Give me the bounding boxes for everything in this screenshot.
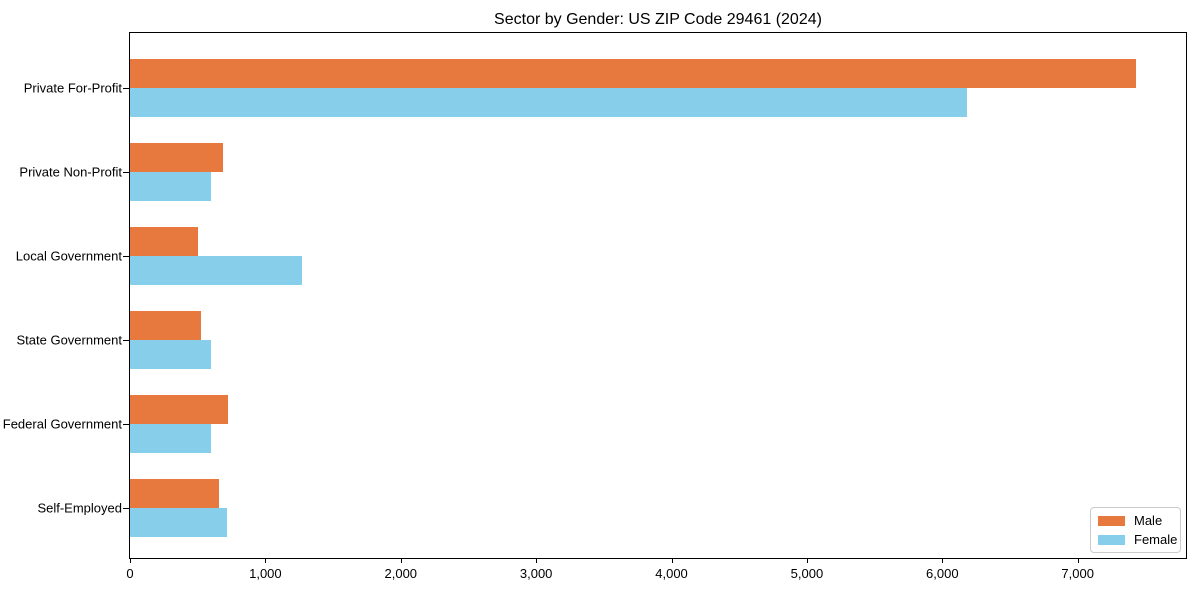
legend-label-female: Female: [1134, 532, 1178, 547]
bar-male-1: [130, 143, 224, 172]
bar-male-4: [130, 395, 228, 424]
x-tick-label: 6,000: [926, 566, 959, 581]
bar-female-4: [130, 424, 212, 453]
x-tick: [806, 558, 808, 563]
x-tick-label: 4,000: [655, 566, 688, 581]
x-tick-label: 1,000: [249, 566, 282, 581]
bar-male-3: [130, 311, 202, 340]
y-tick: [123, 255, 129, 257]
legend-label-male: Male: [1134, 513, 1163, 528]
x-tick: [265, 558, 267, 563]
y-axis-label: Private Non-Profit: [19, 164, 122, 180]
x-axis: 0 1,000 2,000 3,000 4,000 5,000 6,000 7,000: [126, 558, 1186, 590]
x-tick-label: 0: [126, 566, 134, 581]
bar-male-0: [130, 59, 1136, 88]
y-axis-label: State Government: [16, 332, 123, 348]
x-tick: [536, 558, 538, 563]
chart-title: Sector by Gender: US ZIP Code 29461 (202…: [494, 11, 822, 28]
bar-female-1: [130, 172, 211, 201]
x-tick-label: 5,000: [790, 566, 824, 581]
legend: Male Female: [1090, 507, 1181, 553]
y-tick: [123, 507, 129, 509]
bar-female-2: [130, 256, 302, 285]
y-axis-labels: Private For-Profit Private Non-Profit Loca…: [0, 33, 122, 558]
x-tick-label: 3,000: [519, 566, 553, 581]
y-tick: [123, 87, 129, 89]
y-axis-label: Local Government: [15, 248, 122, 264]
y-tick: [123, 171, 129, 173]
legend-item-female: Female: [1098, 533, 1180, 546]
x-tick: [130, 558, 131, 563]
y-tick: [123, 339, 129, 341]
bar-male-2: [130, 227, 199, 256]
x-tick: [1077, 558, 1079, 563]
bar-female-3: [130, 340, 212, 369]
x-tick: [400, 558, 402, 563]
bar-female-0: [130, 88, 967, 117]
y-axis-label: Private For-Profit: [23, 80, 122, 96]
y-tick: [123, 423, 129, 425]
x-tick: [671, 558, 673, 563]
bar-male-5: [130, 479, 220, 508]
x-tick-label: 2,000: [384, 566, 418, 581]
plot-area: [123, 32, 1187, 559]
legend-swatch-female-icon: [1098, 534, 1125, 545]
bar-female-5: [130, 508, 227, 537]
x-tick: [942, 558, 944, 563]
y-axis-label: Self-Employed: [37, 500, 122, 516]
x-tick-label: 7,000: [1061, 566, 1094, 581]
y-axis-label: Federal Government: [2, 416, 122, 432]
legend-item-male: Male: [1098, 514, 1180, 527]
legend-swatch-male-icon: [1098, 515, 1125, 526]
